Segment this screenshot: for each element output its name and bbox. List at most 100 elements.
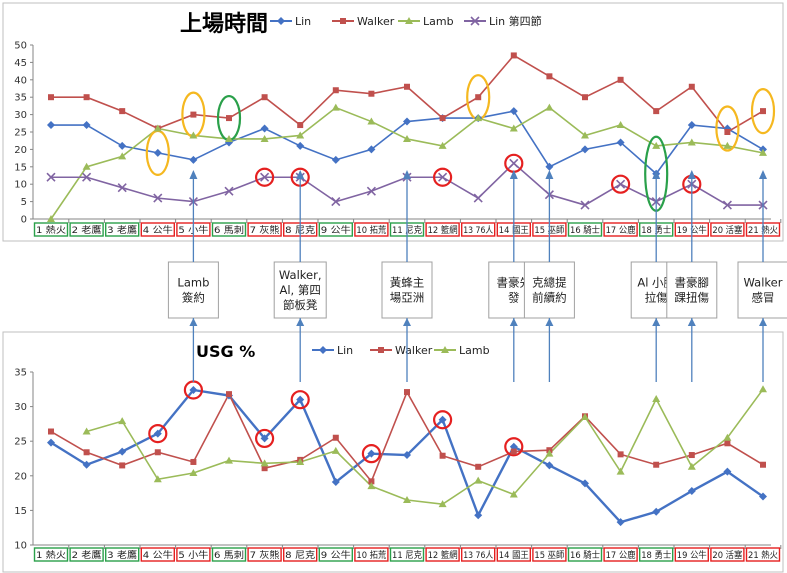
category-outline	[211, 222, 247, 237]
arrow-down-head	[296, 318, 305, 326]
category-outline	[318, 222, 353, 237]
data-point-Lamb-0	[47, 215, 55, 222]
category-outline	[496, 547, 531, 562]
category-outline	[710, 547, 745, 562]
data-point-Walker-9	[368, 90, 375, 97]
data-point-Lin-10	[403, 117, 411, 126]
chart-frame-1	[2, 331, 784, 573]
data-point-Walker-0	[48, 428, 54, 435]
category-outline	[69, 222, 104, 237]
data-point-Walker-14	[546, 73, 553, 80]
x-tick-label: 10 拓荒	[356, 224, 386, 236]
arrow-up-head	[189, 170, 198, 179]
arrow-up-head	[509, 170, 518, 179]
x-tick-label: 13 76人	[463, 550, 493, 561]
data-point-Walker-4	[190, 111, 197, 118]
category-outline	[283, 547, 318, 562]
data-point-Lamb-13	[509, 124, 518, 132]
y-tick-label: 15	[14, 162, 27, 173]
data-point-Walker-6	[261, 465, 268, 472]
data-point-Lamb-20	[759, 385, 767, 393]
data-point-Lin-7	[296, 141, 305, 150]
chart-title: 上場時間	[180, 12, 268, 37]
data-point-Lin-14	[545, 461, 554, 470]
y-tick-label: 40	[14, 75, 27, 86]
data-point-Lin-10	[403, 451, 411, 460]
category-outline	[389, 547, 425, 562]
category-outline	[354, 222, 389, 237]
x-tick-label: 5 小牛	[178, 549, 208, 561]
data-point-Lamb-9	[367, 482, 376, 490]
x-tick-label: 21 熱火	[748, 549, 778, 561]
data-point-Lin-1	[82, 460, 91, 469]
data-point-Walker-20	[760, 108, 766, 115]
data-point-Lin-7	[296, 395, 305, 404]
annotation-box	[167, 261, 219, 319]
chart-frame-0	[2, 2, 784, 242]
y-tick-label: 5	[21, 197, 27, 208]
legend-label: Walker	[357, 15, 395, 28]
x-tick-label: 20 活塞	[712, 549, 742, 561]
y-tick-label: 45	[14, 58, 27, 69]
data-point-Lin 第四節-16	[616, 179, 626, 189]
data-point-Lin-6	[260, 434, 269, 443]
data-point-Walker-18	[688, 83, 695, 90]
data-point-Walker-0	[48, 94, 54, 101]
category-outline	[745, 547, 781, 562]
data-point-Lin-2	[118, 447, 127, 456]
annotation-text: Al 小腿	[637, 276, 675, 290]
data-point-Walker-13	[510, 52, 517, 59]
category-outline	[461, 547, 496, 562]
category-outline	[461, 222, 496, 237]
highlight-circle	[290, 390, 310, 410]
legend-marker-Walker	[340, 18, 346, 24]
legend-marker-Lin 第四節	[470, 16, 480, 26]
y-tick-label: 30	[14, 402, 27, 413]
x-tick-label: 17 公鹿	[606, 549, 636, 561]
category-outline	[603, 547, 638, 562]
data-point-Walker-11	[439, 452, 446, 459]
x-tick-label: 6 馬刺	[214, 225, 244, 236]
category-outline	[567, 547, 603, 562]
legend-label: Lin	[295, 15, 311, 28]
data-point-Lin-0	[47, 438, 55, 447]
x-tick-label: 6 馬刺	[214, 550, 244, 561]
x-tick-label: 7 灰熊	[250, 549, 280, 561]
data-point-Lamb-13	[509, 490, 518, 498]
annotation-text: 踝扭傷	[675, 291, 710, 305]
category-outline	[532, 547, 567, 562]
x-tick-label: 15 巫師	[534, 549, 564, 561]
highlight-circle	[255, 428, 275, 449]
arrow-down-head	[759, 318, 767, 326]
data-point-Walker-3	[154, 449, 161, 456]
data-point-Walker-13	[510, 448, 517, 455]
data-point-Lin 第四節-1	[82, 172, 92, 182]
y-tick-label: 15	[14, 506, 27, 517]
x-tick-label: 12 籃網	[428, 224, 458, 236]
y-tick-label: 25	[14, 437, 27, 448]
category-outline	[176, 547, 211, 562]
data-point-Lin-4	[189, 155, 198, 164]
data-point-Walker-1	[83, 449, 90, 456]
arrow-up-head	[403, 170, 411, 179]
data-point-Walker-18	[688, 452, 695, 459]
data-point-Lin-17	[652, 507, 661, 516]
category-outline	[567, 222, 603, 237]
data-point-Lamb-17	[652, 141, 661, 149]
annotation-box	[523, 261, 575, 319]
x-tick-label: 19 公牛	[677, 549, 707, 561]
data-point-Walker-10	[404, 389, 410, 396]
annotation-text: 黃蜂主	[390, 276, 425, 290]
annotation-text: Walker,	[279, 268, 322, 282]
x-tick-label: 1 熱火	[36, 224, 66, 236]
category-outline	[104, 222, 140, 237]
data-point-Walker-5	[226, 391, 232, 398]
data-point-Lamb-7	[296, 131, 305, 139]
data-point-Lamb-14	[545, 449, 554, 457]
data-point-Lamb-10	[403, 496, 411, 504]
